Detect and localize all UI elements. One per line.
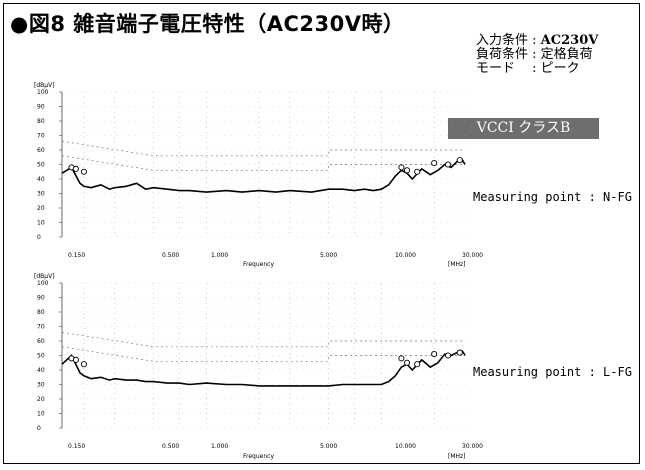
y-tick-label: 70 bbox=[37, 324, 45, 331]
peak-marker bbox=[456, 349, 463, 356]
vcci-class-badge: VCCI クラスB bbox=[448, 118, 599, 139]
peak-marker bbox=[80, 361, 87, 368]
measuring-point-lfg-label: Measuring point : L-FG bbox=[473, 365, 632, 379]
y-tick-label: 10 bbox=[37, 411, 45, 418]
x-axis-label: Frequency bbox=[243, 261, 274, 268]
figure-title: ●図8 雑音端子電圧特性（AC230V時） bbox=[10, 12, 405, 36]
peak-marker bbox=[398, 164, 405, 171]
y-tick-label: 0 bbox=[37, 234, 41, 241]
y-tick-label: 30 bbox=[37, 191, 45, 198]
condition-sep: : bbox=[519, 61, 541, 76]
y-tick-label: 50 bbox=[37, 353, 45, 360]
limit-line-average bbox=[61, 346, 465, 362]
condition-label: モード bbox=[476, 61, 516, 76]
peak-marker bbox=[414, 168, 421, 175]
x-tick-label: 0.500 bbox=[162, 443, 179, 450]
y-tick-label: 50 bbox=[37, 162, 45, 169]
y-tick-label: 30 bbox=[37, 382, 45, 389]
peak-marker bbox=[80, 168, 87, 175]
peak-marker bbox=[72, 165, 79, 172]
peak-marker bbox=[444, 352, 452, 359]
peak-marker bbox=[414, 361, 421, 368]
y-tick-label: 70 bbox=[37, 133, 45, 140]
limit-line-quasi-peak bbox=[61, 140, 465, 157]
peak-marker bbox=[72, 356, 79, 363]
y-tick-label: 40 bbox=[37, 176, 45, 183]
y-tick-label: 10 bbox=[37, 220, 45, 227]
y-tick-label: 20 bbox=[37, 205, 45, 212]
y-tick-label: 60 bbox=[37, 338, 45, 345]
peak-marker bbox=[398, 355, 405, 362]
x-tick-label: 5.000 bbox=[320, 252, 337, 259]
measured-trace bbox=[61, 159, 466, 193]
y-unit-label: [dBμV] bbox=[34, 82, 55, 89]
x-tick-label: 0.150 bbox=[68, 252, 85, 259]
x-axis-label: Frequency bbox=[243, 453, 274, 460]
y-tick-label: 80 bbox=[37, 118, 45, 125]
condition-label: 負荷条件 bbox=[476, 47, 529, 62]
x-tick-label: 10.000 bbox=[395, 252, 416, 259]
x-tick-label: 1.000 bbox=[211, 443, 228, 450]
x-tick-label: 30.000 bbox=[462, 252, 483, 259]
condition-sep: : bbox=[532, 47, 541, 62]
y-tick-label: 80 bbox=[37, 309, 45, 316]
peak-marker bbox=[431, 159, 438, 167]
y-tick-label: 100 bbox=[37, 280, 49, 287]
condition-value: AC230V bbox=[540, 33, 599, 48]
x-tick-label: 0.150 bbox=[68, 443, 85, 450]
condition-label: 入力条件 bbox=[476, 33, 529, 48]
peak-marker bbox=[444, 161, 452, 168]
condition-value: 定格負荷 bbox=[540, 47, 593, 62]
x-unit-label: [MHz] bbox=[448, 261, 466, 268]
x-tick-label: 10.000 bbox=[395, 443, 416, 450]
y-tick-label: 40 bbox=[37, 367, 45, 374]
y-tick-label: 100 bbox=[37, 89, 49, 96]
peak-marker bbox=[403, 167, 411, 174]
y-tick-label: 0 bbox=[37, 425, 41, 432]
condition-value: ピーク bbox=[540, 61, 580, 76]
peak-marker bbox=[431, 350, 438, 358]
x-tick-label: 5.000 bbox=[320, 443, 337, 450]
condition-sep: : bbox=[532, 33, 541, 48]
measured-trace bbox=[61, 350, 466, 387]
condition-row-input: 入力条件 : AC230V bbox=[476, 34, 598, 48]
y-tick-label: 90 bbox=[37, 295, 45, 302]
y-tick-label: 60 bbox=[37, 147, 45, 154]
x-tick-label: 30.000 bbox=[462, 443, 483, 450]
limit-line-quasi-peak bbox=[61, 331, 465, 348]
y-unit-label: [dBμV] bbox=[34, 273, 55, 280]
measuring-point-nfg-label: Measuring point : N-FG bbox=[473, 190, 632, 204]
condition-row-load: 負荷条件 : 定格負荷 bbox=[476, 48, 598, 62]
y-tick-label: 90 bbox=[37, 104, 45, 111]
figure-frame bbox=[3, 3, 640, 464]
peak-marker bbox=[456, 157, 463, 164]
x-tick-label: 1.000 bbox=[211, 252, 228, 259]
y-tick-label: 20 bbox=[37, 396, 45, 403]
x-unit-label: [MHz] bbox=[448, 453, 466, 460]
x-tick-label: 0.500 bbox=[162, 252, 179, 259]
condition-row-mode: モード : ピーク bbox=[476, 62, 598, 76]
peak-marker bbox=[403, 359, 411, 366]
conditions-block: 入力条件 : AC230V 負荷条件 : 定格負荷 モード : ピーク bbox=[476, 34, 598, 76]
limit-line-average bbox=[61, 155, 465, 171]
